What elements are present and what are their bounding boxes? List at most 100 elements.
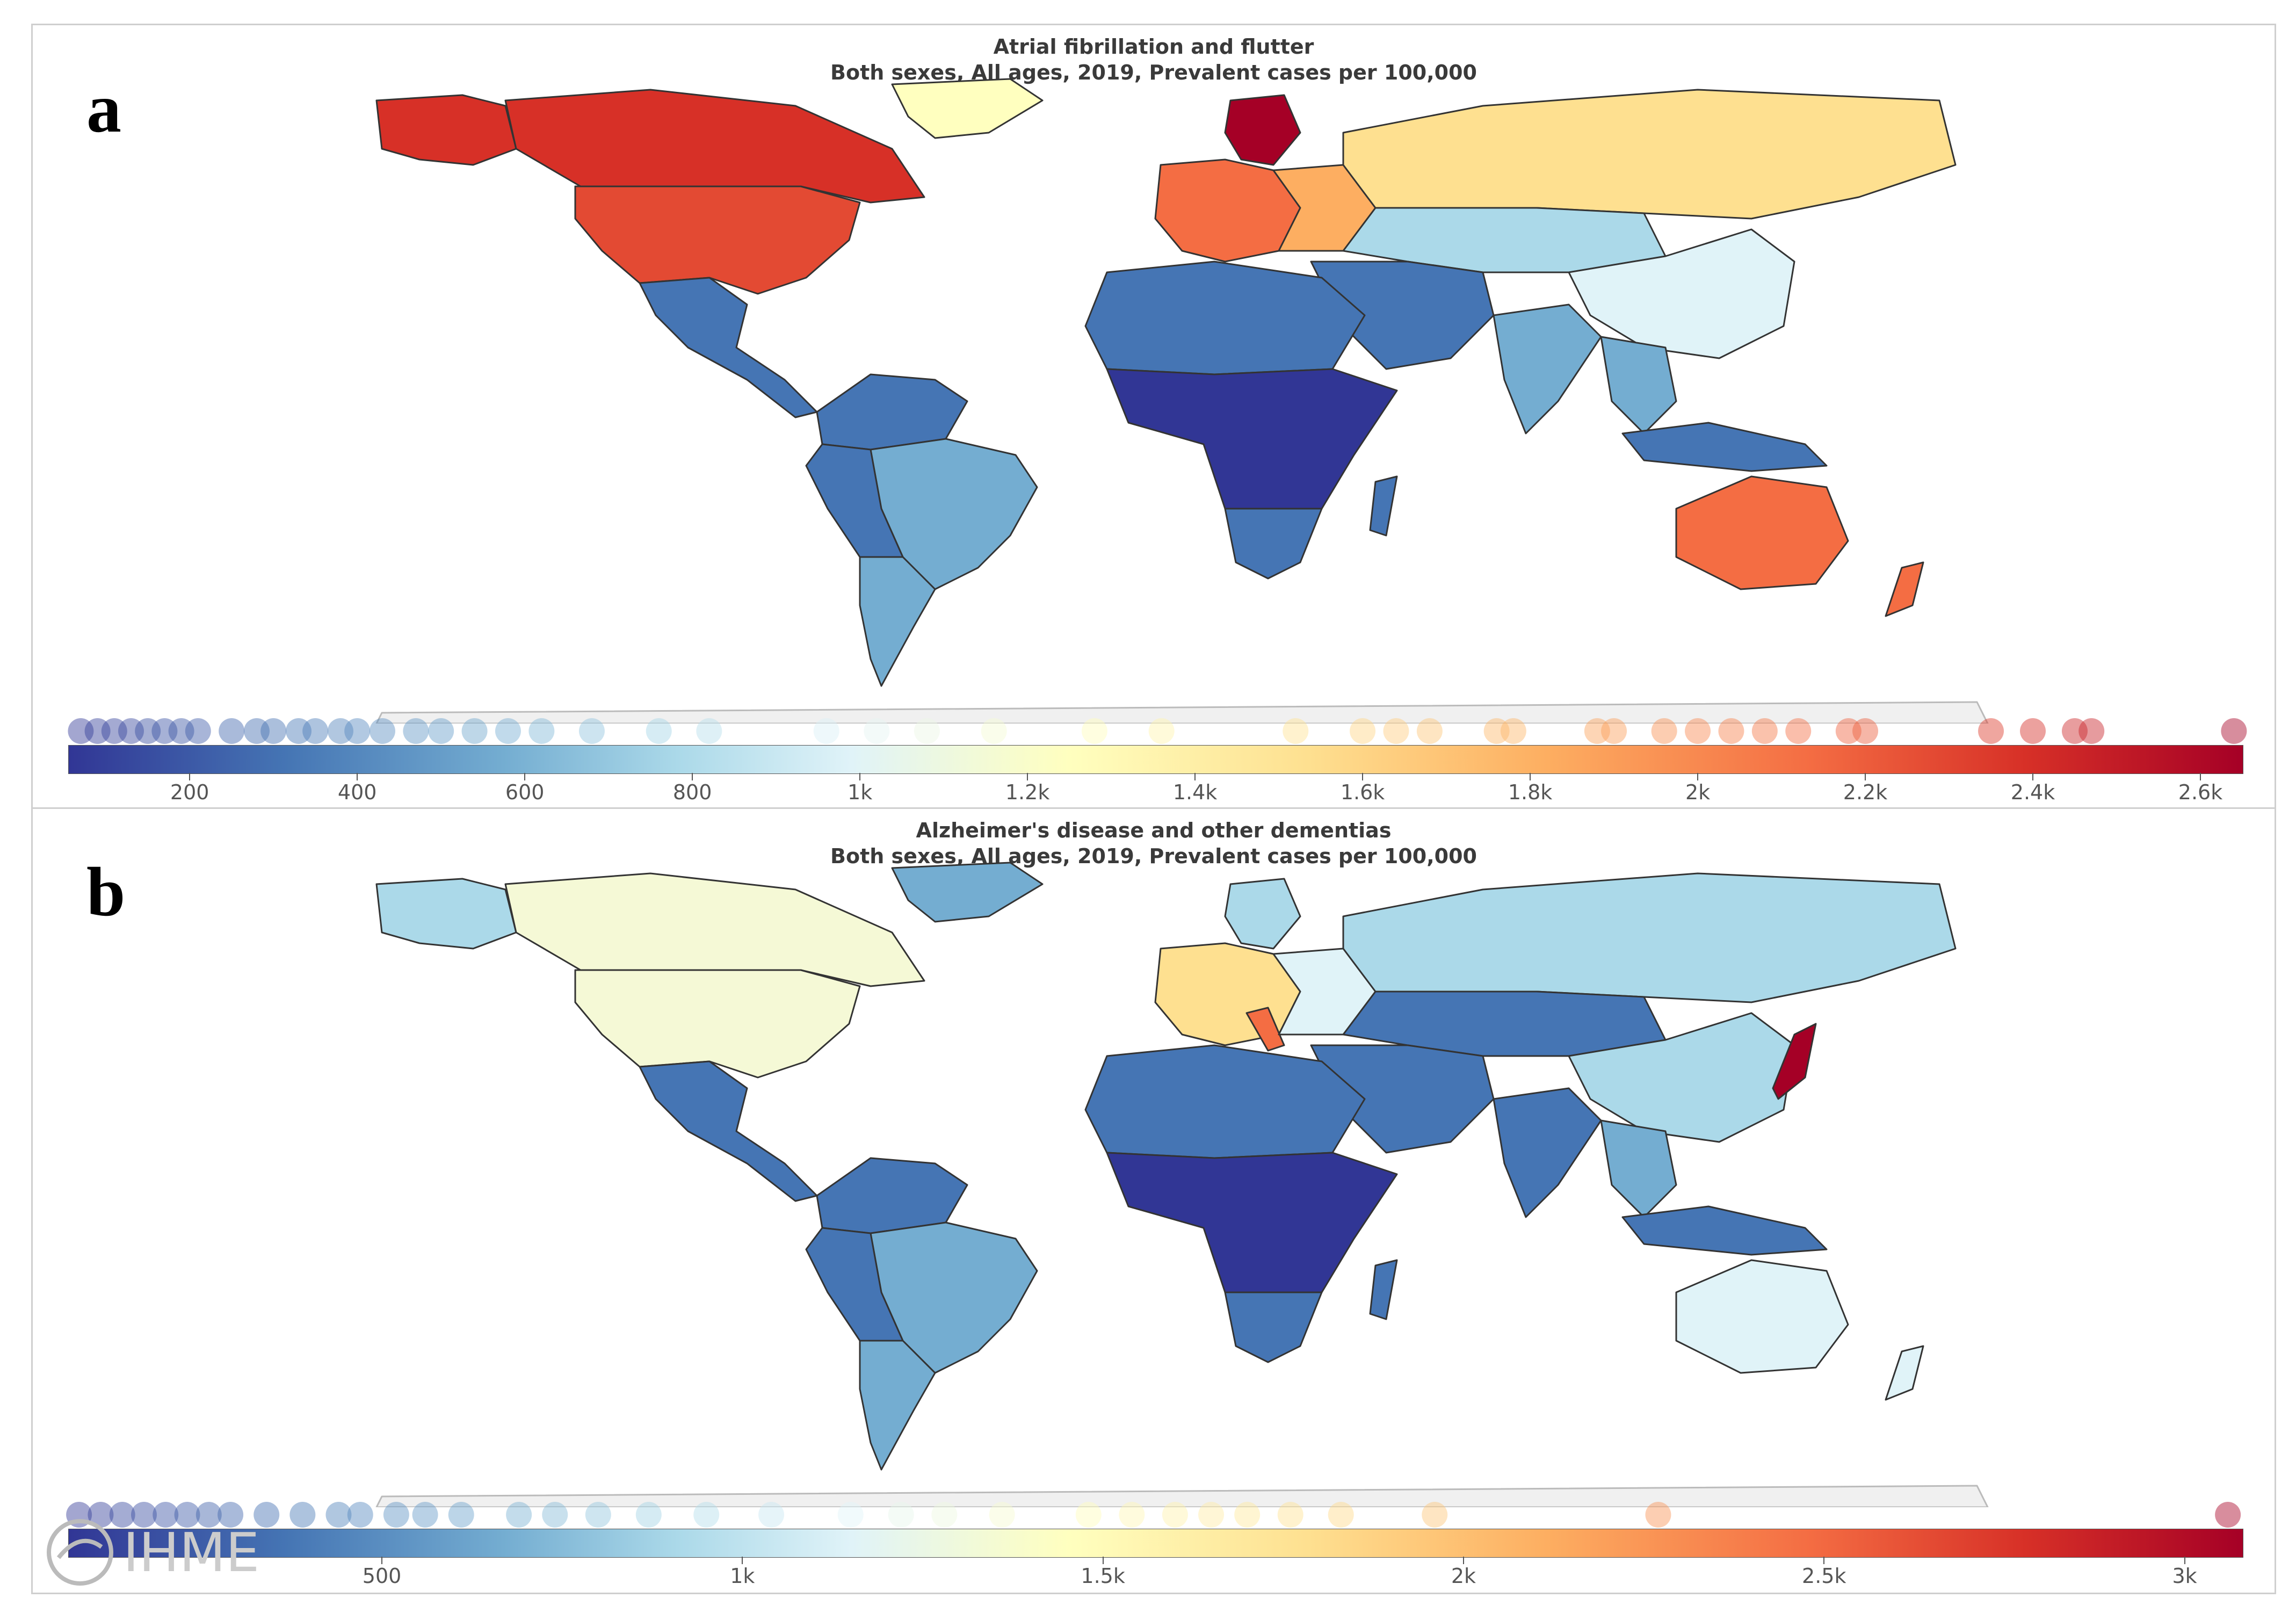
region-new-zealand	[1885, 561, 1924, 617]
value-dot	[174, 1502, 200, 1528]
value-dot	[2020, 718, 2046, 744]
value-dot	[1422, 1502, 1448, 1528]
value-dot	[1416, 718, 1443, 744]
value-dot	[1148, 718, 1175, 744]
tick-label: 1k	[730, 1564, 755, 1588]
region-russia	[1342, 872, 1957, 1003]
value-dot	[461, 718, 488, 744]
tick-mark	[381, 1557, 383, 1564]
region-antarctica	[375, 1485, 1989, 1507]
value-dot	[101, 718, 127, 744]
tick-mark	[1194, 773, 1196, 780]
value-dot	[931, 1502, 958, 1528]
region-south-asia	[1493, 303, 1602, 435]
tick-label: 2.6k	[2178, 780, 2223, 804]
world-map	[375, 862, 1989, 1507]
tick-mark	[1530, 773, 1531, 780]
title-line-2: Both sexes, All ages, 2019, Prevalent ca…	[830, 844, 1477, 868]
value-dot	[325, 1502, 352, 1528]
value-dot	[813, 718, 839, 744]
value-dot	[1350, 718, 1376, 744]
region-italy	[1245, 1007, 1285, 1052]
value-dot	[109, 1502, 135, 1528]
tick-label: 1.4k	[1172, 780, 1218, 804]
value-dot	[1500, 718, 1526, 744]
tick-mark	[1697, 773, 1699, 780]
tick-label: 1.5k	[1081, 1564, 1125, 1588]
value-dot	[1751, 718, 1778, 744]
tick-mark	[1027, 773, 1029, 780]
value-dot	[195, 1502, 222, 1528]
region-antarctica	[375, 701, 1989, 724]
value-dot	[914, 718, 940, 744]
value-dot	[1328, 1502, 1354, 1528]
country-value-dots	[66, 1502, 2241, 1528]
title-line-1: Alzheimer's disease and other dementias	[916, 819, 1392, 842]
tick-label: 2k	[1685, 780, 1711, 804]
value-dot	[118, 718, 144, 744]
tick-mark	[2200, 773, 2201, 780]
value-dot	[243, 718, 270, 744]
value-dot	[403, 718, 429, 744]
value-dot	[696, 718, 722, 744]
tick-mark	[692, 773, 693, 780]
tick-mark	[1362, 773, 1364, 780]
ihme-logo: IHME	[47, 1519, 259, 1586]
region-canada	[504, 89, 925, 204]
value-dot	[151, 718, 178, 744]
tick-label: 3k	[2172, 1564, 2197, 1588]
tick-label: 2k	[1451, 1564, 1476, 1588]
value-dot	[981, 718, 1007, 744]
value-dot	[1277, 1502, 1303, 1528]
map-title: Alzheimer's disease and other dementias …	[33, 818, 2275, 869]
region-southern-africa	[1224, 508, 1323, 580]
value-dot	[2215, 1502, 2241, 1528]
value-dot	[448, 1502, 474, 1528]
value-dot	[1651, 718, 1677, 744]
value-dot	[1584, 718, 1610, 744]
region-south-asia	[1493, 1087, 1602, 1218]
region-alaska	[375, 94, 517, 166]
value-dot	[989, 1502, 1015, 1528]
panel-letter: b	[86, 854, 126, 931]
tick-label: 800	[672, 780, 712, 804]
tick-mark	[2184, 1557, 2185, 1564]
value-dot	[383, 1502, 409, 1528]
title-line-1: Atrial fibrillation and flutter	[993, 35, 1314, 59]
value-dot	[1601, 718, 1627, 744]
value-dot	[864, 718, 890, 744]
value-dot	[1718, 718, 1744, 744]
region-greenland	[891, 862, 1044, 923]
region-alaska	[375, 878, 517, 950]
region-north-africa	[1084, 1044, 1366, 1159]
region-china	[1568, 228, 1795, 359]
value-dot	[302, 718, 329, 744]
region-usa	[574, 969, 861, 1079]
colorbar	[68, 1529, 2243, 1558]
panel-a: Atrial fibrillation and flutter Both sex…	[31, 24, 2276, 809]
tick-label: 1.8k	[1508, 780, 1553, 804]
tick-label: 1.2k	[1005, 780, 1050, 804]
value-dot	[1075, 1502, 1102, 1528]
region-southeast-asia	[1600, 1119, 1677, 1218]
value-dot	[369, 718, 395, 744]
region-new-zealand	[1885, 1345, 1924, 1401]
region-mexico	[639, 1060, 818, 1202]
country-value-dots	[68, 718, 2247, 744]
panel-letter: a	[86, 70, 121, 147]
value-dot	[253, 1502, 280, 1528]
value-dot	[646, 718, 672, 744]
value-dot	[542, 1502, 568, 1528]
region-china	[1568, 1012, 1795, 1143]
value-dot	[635, 1502, 662, 1528]
region-southern-cone	[859, 556, 936, 687]
tick-label: 500	[362, 1564, 402, 1588]
value-dot	[2221, 718, 2247, 744]
region-madagascar	[1369, 1259, 1398, 1320]
tick-label: 200	[170, 780, 209, 804]
value-dot	[1119, 1502, 1145, 1528]
value-dot	[1283, 718, 1309, 744]
value-dot	[1383, 718, 1409, 744]
tick-label: 2.4k	[2010, 780, 2055, 804]
colorbar	[68, 745, 2243, 774]
